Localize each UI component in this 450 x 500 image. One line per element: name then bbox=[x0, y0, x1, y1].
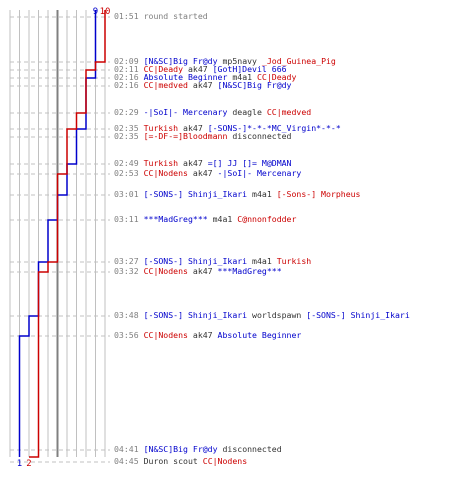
player-name: =[] JJ []= M@DMAN bbox=[207, 158, 292, 168]
bottom-count-label-blue: 1 bbox=[17, 459, 22, 469]
event-row: 02:16 CC|medved ak47 [N&SC]Big Fr@dy bbox=[114, 80, 292, 90]
event-time: 02:35 bbox=[114, 131, 139, 141]
player-name: -|SoI|- Mercenary bbox=[217, 168, 302, 178]
player-name: round started bbox=[143, 11, 208, 21]
player-name: [GotH]Devil 666 bbox=[212, 64, 287, 74]
event-time: 02:16 bbox=[114, 80, 139, 90]
player-name: CC|medved bbox=[266, 107, 312, 117]
event-action: scout bbox=[168, 456, 203, 466]
event-action: ak47 bbox=[187, 266, 218, 276]
event-action: worldspawn bbox=[247, 310, 307, 320]
player-name: [=-DF-=]Bloodmann bbox=[143, 131, 228, 141]
player-name: Turkish bbox=[276, 256, 312, 266]
event-time: 04:41 bbox=[114, 444, 139, 454]
event-action: ak47 bbox=[178, 158, 208, 168]
player-name: [-SONS-] Shinji_Ikari bbox=[143, 189, 248, 199]
event-action: ak47 bbox=[187, 80, 218, 90]
event-action: m4a1 bbox=[207, 214, 238, 224]
event-row: 03:11 ***MadGreg*** m4a1 C@nnonfodder bbox=[114, 214, 296, 224]
event-time: 03:01 bbox=[114, 189, 139, 199]
event-row: 02:11 CC|Deady ak47 [GotH]Devil 666 bbox=[114, 64, 287, 74]
event-time: 02:49 bbox=[114, 158, 139, 168]
event-action: disconnected bbox=[217, 444, 282, 454]
event-action: disconnected bbox=[227, 131, 292, 141]
event-time: 04:45 bbox=[114, 456, 139, 466]
player-name: [N&SC]Big Fr@dy bbox=[217, 80, 292, 90]
event-row: 02:35 Turkish ak47 [-SONS-]*-*-*MC_Virgi… bbox=[114, 123, 341, 133]
event-row: 02:53 CC|Nodens ak47 -|SoI|- Mercenary bbox=[114, 168, 301, 178]
event-time: 03:27 bbox=[114, 256, 139, 266]
player-name: [N&SC]Big Fr@dy bbox=[143, 56, 218, 66]
event-action: m4a1 bbox=[247, 256, 277, 266]
player-name: Turkish bbox=[143, 123, 179, 133]
event-row: 02:09 [N&SC]Big Fr@dy mp5navy _Jod_Guine… bbox=[114, 56, 336, 66]
player-name: Absolute Beginner bbox=[143, 72, 228, 82]
player-name: [-SONS-] Shinji_Ikari bbox=[306, 310, 410, 320]
event-time: 02:09 bbox=[114, 56, 139, 66]
event-action: deagle bbox=[227, 107, 267, 117]
event-row: 02:29 -|SoI|- Mercenary deagle CC|medved bbox=[114, 107, 311, 117]
event-time: 03:48 bbox=[114, 310, 139, 320]
bottom-count-label-red: 2 bbox=[26, 459, 31, 469]
player-name: [N&SC]Big Fr@dy bbox=[143, 444, 218, 454]
event-action: m4a1 bbox=[247, 189, 277, 199]
player-name: [-SONS-]*-*-*MC_Virgin*-*-* bbox=[207, 123, 341, 133]
player-name: ***MadGreg*** bbox=[143, 214, 208, 224]
event-time: 03:11 bbox=[114, 214, 139, 224]
event-time: 03:56 bbox=[114, 330, 139, 340]
event-action: ak47 bbox=[183, 64, 213, 74]
event-row: 04:41 [N&SC]Big Fr@dy disconnected bbox=[114, 444, 282, 454]
event-time: 02:29 bbox=[114, 107, 139, 117]
event-row: 03:27 [-SONS-] Shinji_Ikari m4a1 Turkish bbox=[114, 256, 311, 266]
event-row: 01:51 round started bbox=[114, 11, 208, 21]
player-name: [-SONS-] Shinji_Ikari bbox=[143, 310, 248, 320]
event-time: 02:53 bbox=[114, 168, 139, 178]
player-name: CC|Nodens bbox=[143, 330, 188, 340]
event-time: 02:35 bbox=[114, 123, 139, 133]
event-row: 03:32 CC|Nodens ak47 ***MadGreg*** bbox=[114, 266, 282, 276]
player-name: CC|Nodens bbox=[143, 266, 188, 276]
event-action: ak47 bbox=[178, 123, 208, 133]
top-count-label-blue: 9 bbox=[93, 7, 98, 17]
player-name: CC|Deady bbox=[256, 72, 297, 82]
player-name: CC|Deady bbox=[143, 64, 184, 74]
event-action: mp5navy bbox=[217, 56, 262, 66]
event-time: 02:16 bbox=[114, 72, 139, 82]
red-team-step-line bbox=[29, 10, 106, 458]
event-row: 03:01 [-SONS-] Shinji_Ikari m4a1 [-Sons-… bbox=[114, 189, 361, 199]
player-name: CC|medved bbox=[143, 80, 188, 90]
player-name: [-Sons-] Morpheus bbox=[276, 189, 361, 199]
event-row: 04:45 Duron scout CC|Nodens bbox=[114, 456, 247, 466]
player-name: ***MadGreg*** bbox=[217, 266, 282, 276]
player-name: C@nnonfodder bbox=[237, 214, 297, 224]
player-name: -|SoI|- Mercenary bbox=[143, 107, 228, 117]
event-action: ak47 bbox=[187, 330, 218, 340]
event-row: 02:16 Absolute Beginner m4a1 CC|Deady bbox=[114, 72, 296, 82]
event-row: 02:49 Turkish ak47 =[] JJ []= M@DMAN bbox=[114, 158, 292, 168]
player-name: CC|Nodens bbox=[202, 456, 248, 466]
player-name: Absolute Beginner bbox=[217, 330, 302, 340]
event-action: Duron bbox=[143, 456, 169, 466]
event-row: 03:56 CC|Nodens ak47 Absolute Beginner bbox=[114, 330, 301, 340]
event-time: 02:11 bbox=[114, 64, 139, 74]
event-time: 03:32 bbox=[114, 266, 139, 276]
event-action: m4a1 bbox=[227, 72, 257, 82]
event-time: 01:51 bbox=[114, 11, 139, 21]
player-name: CC|Nodens bbox=[143, 168, 188, 178]
event-row: 03:48 [-SONS-] Shinji_Ikari worldspawn [… bbox=[114, 310, 410, 320]
player-name: _Jod_Guinea_Pig bbox=[261, 56, 336, 66]
player-name: [-SONS-] Shinji_Ikari bbox=[143, 256, 248, 266]
event-action: ak47 bbox=[187, 168, 218, 178]
top-count-label-red: 10 bbox=[100, 7, 111, 17]
event-row: 02:35 [=-DF-=]Bloodmann disconnected bbox=[114, 131, 292, 141]
player-name: Turkish bbox=[143, 158, 179, 168]
